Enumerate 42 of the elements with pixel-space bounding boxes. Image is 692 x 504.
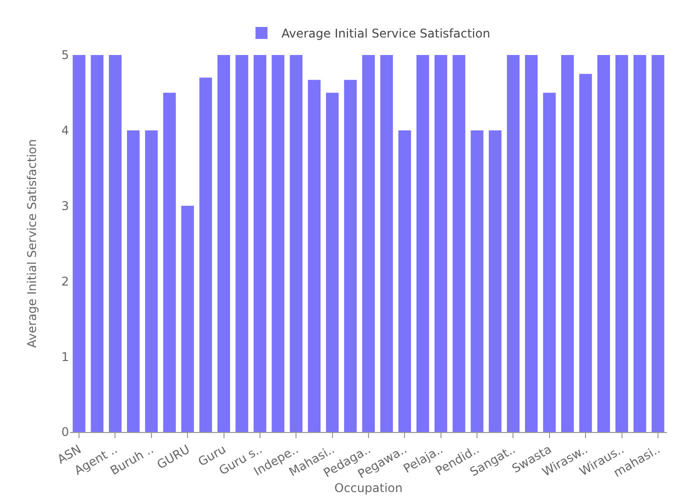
y-tick-label: 0 xyxy=(61,425,69,440)
bar xyxy=(326,92,339,432)
bar xyxy=(543,92,556,432)
bar xyxy=(452,55,466,432)
bar xyxy=(181,206,194,432)
bar xyxy=(290,55,302,432)
y-tick-label: 2 xyxy=(61,274,69,288)
bar xyxy=(90,55,104,432)
bar xyxy=(163,92,176,432)
bar xyxy=(416,55,430,432)
legend-label: Average Initial Service Satisfaction xyxy=(282,26,490,41)
bar xyxy=(254,55,266,432)
bar xyxy=(488,130,502,432)
bar xyxy=(344,80,357,432)
bar xyxy=(398,130,412,432)
bar xyxy=(272,55,284,432)
x-axis-title: Occupation xyxy=(334,481,403,496)
bar xyxy=(217,55,230,432)
bar xyxy=(470,130,484,432)
bar xyxy=(652,55,664,432)
bar xyxy=(597,55,610,432)
bar xyxy=(108,55,122,432)
bar xyxy=(308,80,321,432)
bar xyxy=(434,55,448,432)
bar xyxy=(561,55,574,432)
bar xyxy=(236,55,248,432)
y-axis-title: Average Initial Service Satisfaction xyxy=(25,139,39,348)
bar xyxy=(506,55,520,432)
bar xyxy=(579,74,592,432)
bar xyxy=(634,55,646,432)
bar xyxy=(362,55,375,432)
y-tick-label: 1 xyxy=(61,350,69,364)
bar xyxy=(145,130,158,432)
bar xyxy=(380,55,393,432)
bar xyxy=(524,55,538,432)
bar xyxy=(615,55,628,432)
bar xyxy=(72,55,86,432)
bar xyxy=(126,130,140,432)
bar xyxy=(199,78,212,432)
y-tick-label: 5 xyxy=(61,48,69,62)
y-tick-label: 4 xyxy=(61,124,69,138)
y-tick-label: 3 xyxy=(61,199,69,213)
